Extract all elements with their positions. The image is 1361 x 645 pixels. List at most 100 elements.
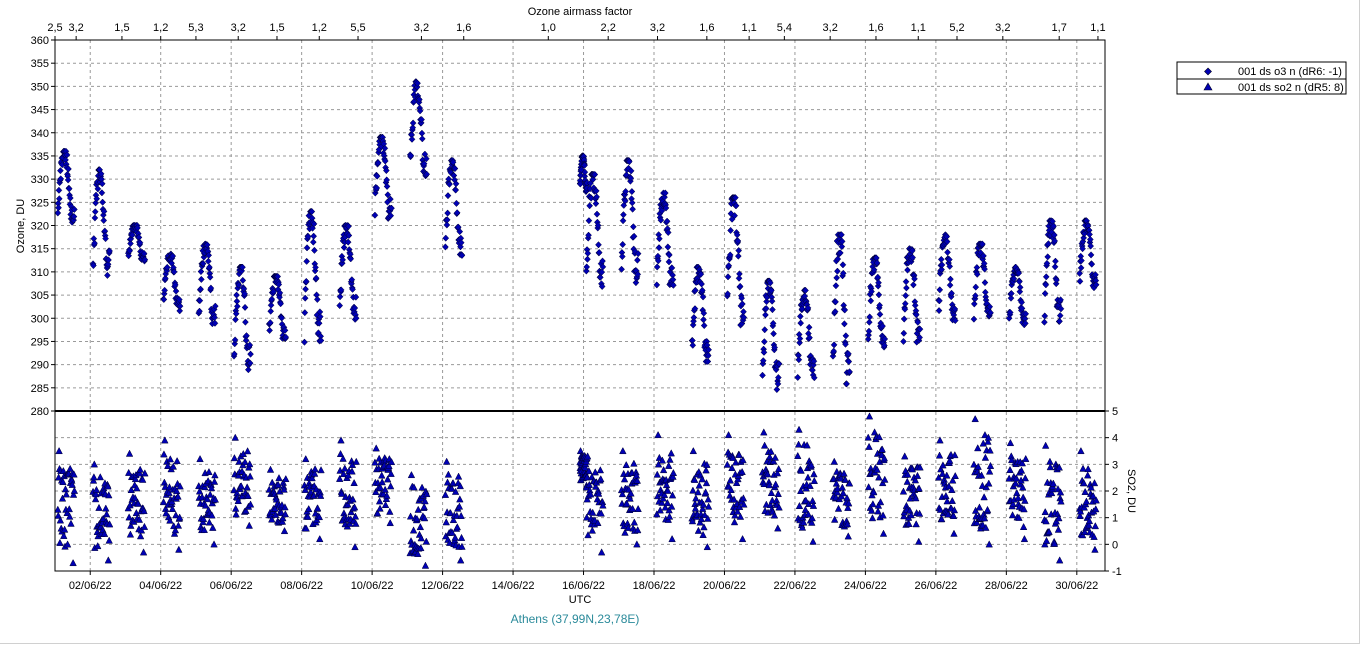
o3-point (199, 260, 207, 268)
so2-point (137, 526, 146, 534)
o3-point (458, 251, 466, 259)
o3-point (414, 79, 421, 87)
so2-point (341, 464, 349, 472)
so2-point (905, 519, 913, 527)
so2-point (704, 502, 713, 510)
so2-point (951, 451, 959, 459)
o3-point (453, 209, 461, 217)
o3-point (197, 275, 205, 283)
so2-point (794, 440, 803, 448)
so2-point (1046, 457, 1054, 465)
so2-point (762, 500, 771, 508)
o3-point (246, 341, 254, 349)
o3-point (231, 336, 239, 344)
so2-point (771, 480, 780, 488)
o3-point (632, 279, 640, 287)
so2-point (131, 474, 140, 483)
o3-point (634, 256, 641, 264)
so2-point (166, 455, 175, 463)
o3-point (914, 318, 922, 326)
so2-point (767, 447, 775, 455)
so2-point (63, 540, 72, 548)
o3-point (196, 297, 204, 305)
so2-point (696, 518, 704, 526)
o3-point (345, 231, 353, 240)
so2-point (124, 468, 133, 476)
so2-point (54, 505, 62, 513)
so2-point (653, 470, 661, 478)
so2-point (583, 513, 591, 521)
o3-point (736, 270, 743, 278)
o3-point (1007, 294, 1015, 302)
o3-point (136, 239, 144, 247)
so2-point (209, 523, 217, 531)
o3-point (301, 309, 309, 317)
o3-point (242, 318, 249, 326)
so2-point (879, 511, 887, 519)
o3-point (207, 284, 215, 292)
o3-point (315, 319, 323, 327)
so2-point (54, 511, 62, 519)
so2-point (633, 526, 642, 534)
so2-point (774, 489, 782, 497)
so2-point (692, 494, 700, 502)
airmass-tick-label: 1,1 (741, 22, 756, 34)
o3-point (456, 228, 464, 236)
o3-point (916, 333, 923, 342)
so2-point (243, 447, 252, 455)
o3-point (1076, 269, 1083, 277)
airmass-tick-label: 1,6 (456, 22, 471, 34)
o3-point (446, 180, 453, 188)
so2-point (199, 514, 208, 522)
so2-point (950, 506, 959, 514)
so2-point (133, 484, 141, 492)
so2-point (830, 457, 838, 465)
so2-point (376, 504, 384, 512)
o3-point (725, 262, 733, 270)
so2-point (1007, 455, 1016, 464)
so2-point (973, 518, 981, 526)
so2-point (456, 482, 464, 490)
date-tick-label: 20/06/22 (703, 580, 746, 592)
so2-point (205, 467, 213, 476)
o3-point (347, 255, 355, 263)
o3-point (71, 205, 78, 213)
o3-point (873, 259, 881, 267)
o3-point (232, 310, 240, 318)
so2-point (414, 549, 422, 557)
so2-point (1076, 507, 1085, 515)
o3-point (947, 293, 955, 301)
so2-point (350, 503, 359, 511)
so2-point (418, 483, 426, 491)
so2-point (878, 445, 886, 453)
so2-point (1019, 522, 1028, 530)
o3-point (901, 305, 909, 313)
o3-point (796, 335, 804, 343)
so2-point (698, 475, 706, 483)
so2-point (458, 542, 466, 550)
so2-point (799, 518, 808, 526)
o3-point (689, 321, 697, 329)
so2-point (838, 483, 847, 491)
so2-point (798, 523, 807, 531)
so2-point (660, 490, 669, 498)
o3-point (935, 307, 943, 315)
so2-point (770, 511, 779, 519)
so2-point (733, 507, 742, 515)
o3-point (91, 208, 99, 216)
so2-point (1011, 479, 1020, 487)
so2-point (738, 534, 747, 543)
so2-point (986, 446, 994, 454)
airmass-tick-label: 1,1 (1090, 22, 1105, 34)
o3-point (204, 257, 212, 265)
so2-point (1006, 465, 1014, 474)
so2-point (56, 538, 64, 546)
o3-point (700, 309, 708, 317)
so2-point (237, 482, 245, 490)
so2-point (386, 482, 395, 490)
ozone-grid (55, 40, 1105, 571)
so2-point (136, 469, 144, 477)
so2-point (174, 521, 183, 529)
so2-point (633, 476, 642, 484)
o3-point (381, 144, 389, 152)
